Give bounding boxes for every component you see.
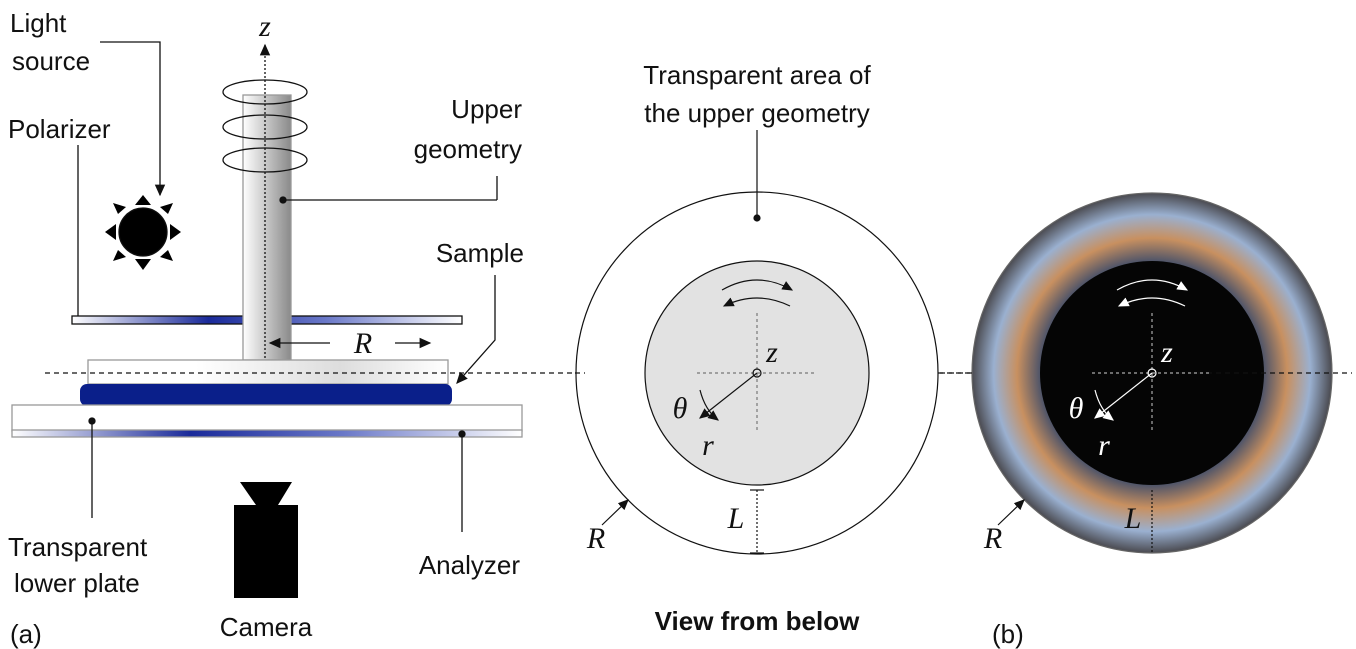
radius-label: R <box>983 522 1002 555</box>
view-from-below <box>575 130 975 555</box>
view-labels: Transparent area of the upper geometry z… <box>586 60 872 636</box>
label: Transparent <box>8 532 148 562</box>
label: Analyzer <box>419 550 520 580</box>
label: lower plate <box>14 568 140 598</box>
radius-label: R <box>353 327 372 360</box>
panel-b <box>940 192 1352 554</box>
panel-tag: (b) <box>992 619 1024 649</box>
angle-label: θ <box>1069 392 1084 425</box>
axis-label: z <box>1160 336 1173 369</box>
radius-label: R <box>586 522 605 555</box>
label: Upper <box>451 94 522 124</box>
label: Light <box>10 8 67 38</box>
radial-label: r <box>1098 429 1110 462</box>
panel-tag: (a) <box>10 619 42 649</box>
label: source <box>12 46 90 76</box>
label: Sample <box>436 238 524 268</box>
axis-label: z <box>258 10 271 43</box>
label: geometry <box>414 134 522 164</box>
caption: View from below <box>655 606 860 636</box>
gap-label: L <box>727 502 745 535</box>
gap-label: L <box>1124 502 1142 535</box>
label: Transparent area of <box>643 60 871 90</box>
label: Polarizer <box>8 114 111 144</box>
axis-label: z <box>765 336 778 369</box>
radial-label: r <box>702 429 714 462</box>
label: the upper geometry <box>644 98 869 128</box>
panel-b-labels: z θ r L R (b) <box>983 336 1173 649</box>
angle-label: θ <box>673 392 688 425</box>
panel-a-labels: Light source Polarizer z Upper geometry … <box>8 8 524 649</box>
label: Camera <box>220 612 313 642</box>
panel-a <box>11 41 575 598</box>
